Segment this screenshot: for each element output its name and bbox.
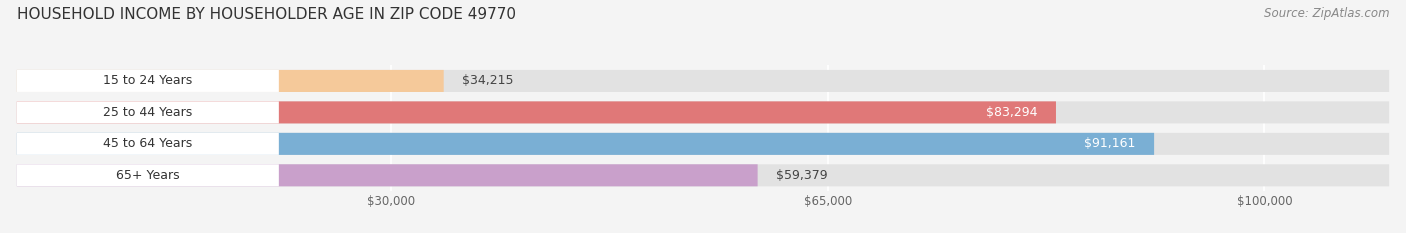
Text: 25 to 44 Years: 25 to 44 Years xyxy=(103,106,193,119)
FancyBboxPatch shape xyxy=(17,70,444,92)
Text: 45 to 64 Years: 45 to 64 Years xyxy=(103,137,193,150)
Text: Source: ZipAtlas.com: Source: ZipAtlas.com xyxy=(1264,7,1389,20)
Text: 15 to 24 Years: 15 to 24 Years xyxy=(103,75,193,87)
FancyBboxPatch shape xyxy=(17,70,1389,92)
FancyBboxPatch shape xyxy=(17,133,278,155)
FancyBboxPatch shape xyxy=(17,164,758,186)
Text: $91,161: $91,161 xyxy=(1084,137,1136,150)
FancyBboxPatch shape xyxy=(17,101,1389,123)
FancyBboxPatch shape xyxy=(17,101,278,123)
FancyBboxPatch shape xyxy=(17,133,1389,155)
FancyBboxPatch shape xyxy=(17,101,1056,123)
FancyBboxPatch shape xyxy=(17,70,278,92)
Text: $83,294: $83,294 xyxy=(986,106,1038,119)
FancyBboxPatch shape xyxy=(17,133,1154,155)
FancyBboxPatch shape xyxy=(17,164,278,186)
Text: $34,215: $34,215 xyxy=(463,75,515,87)
Text: HOUSEHOLD INCOME BY HOUSEHOLDER AGE IN ZIP CODE 49770: HOUSEHOLD INCOME BY HOUSEHOLDER AGE IN Z… xyxy=(17,7,516,22)
FancyBboxPatch shape xyxy=(17,164,1389,186)
Text: $59,379: $59,379 xyxy=(776,169,828,182)
Text: 65+ Years: 65+ Years xyxy=(117,169,180,182)
